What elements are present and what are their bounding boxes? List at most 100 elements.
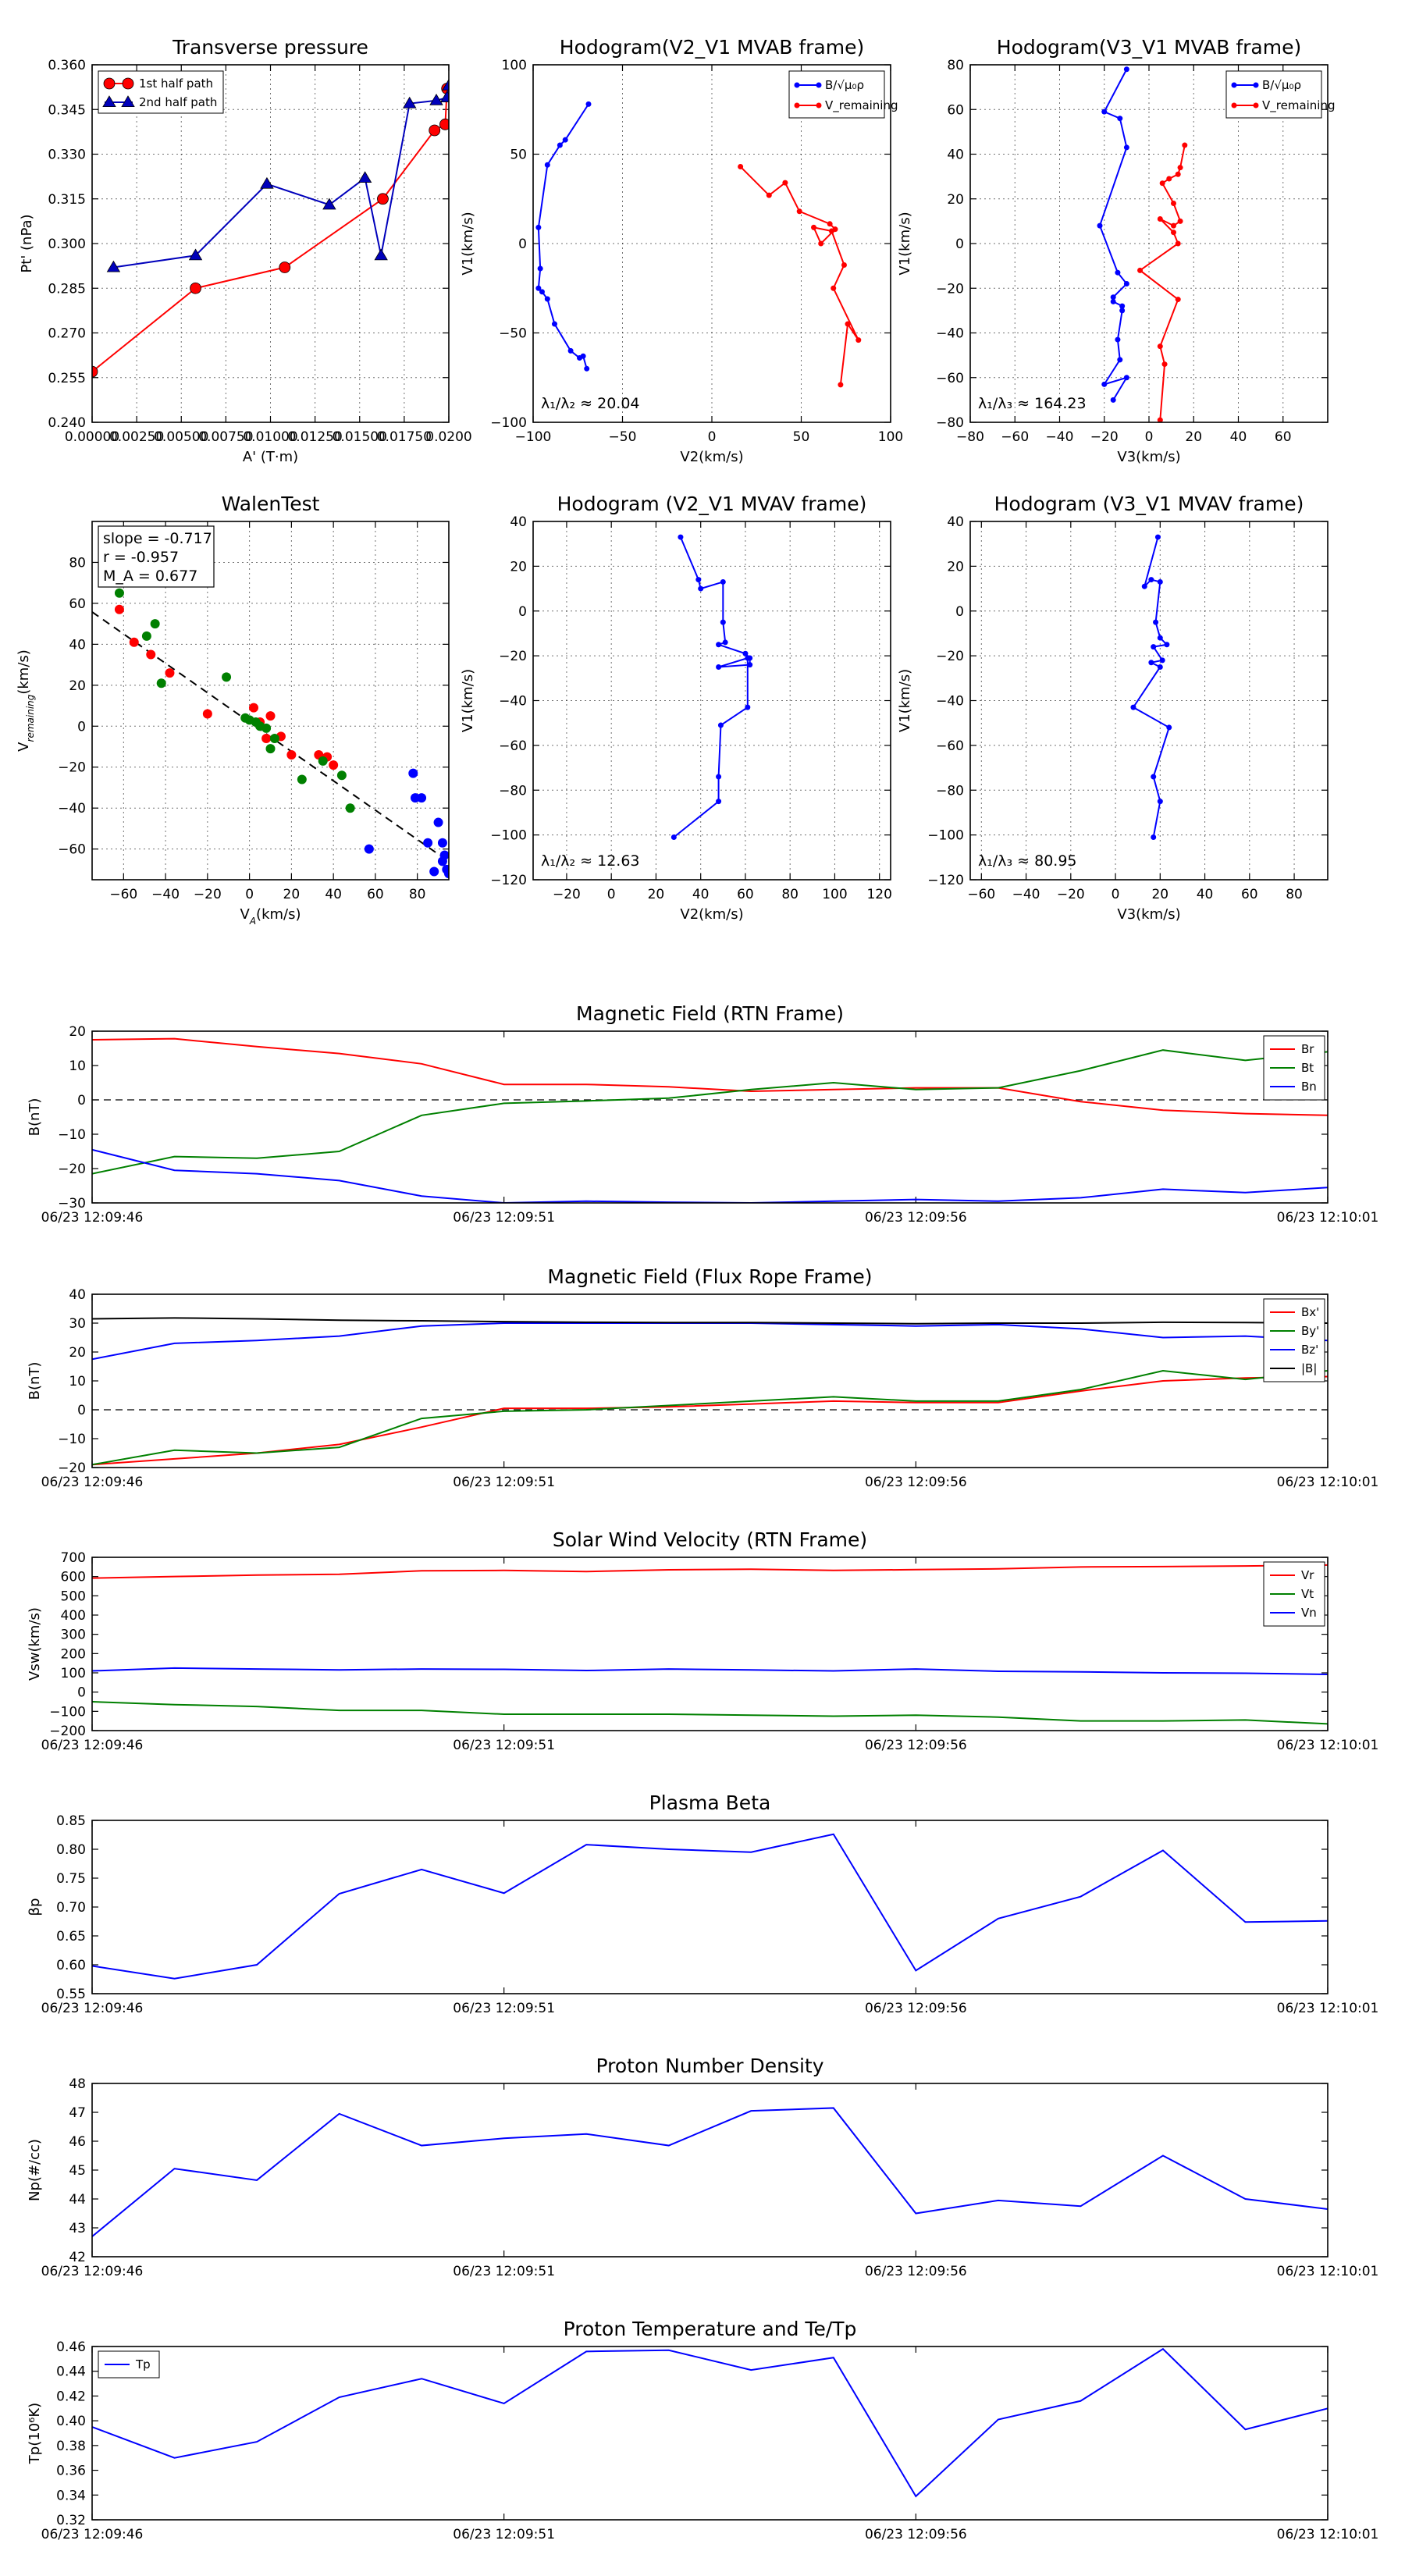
- chart-title: Magnetic Field (Flux Rope Frame): [547, 1265, 872, 1288]
- y-tick-label: 500: [61, 1589, 86, 1604]
- data-point: [429, 866, 439, 877]
- x-tick-label: 20: [1185, 429, 1202, 445]
- y-tick-label: 48: [69, 2076, 86, 2092]
- x-tick-label: 40: [692, 887, 710, 902]
- data-point: [345, 803, 355, 813]
- y-tick-label: 40: [510, 514, 527, 530]
- y-tick-label: 0.330: [48, 148, 86, 163]
- data-point: [766, 192, 772, 198]
- data-point: [827, 221, 833, 227]
- data-point: [1115, 336, 1121, 343]
- legend-marker: [794, 82, 800, 88]
- legend-marker: [1231, 102, 1237, 109]
- x-tick-label: 80: [781, 887, 799, 902]
- y-tick-label: 42: [69, 2250, 86, 2265]
- x-tick-label: 06/23 12:09:51: [453, 2001, 555, 2016]
- y-tick-label: 0.36: [56, 2464, 86, 2479]
- series-b-: [535, 101, 592, 372]
- chart-title: Plasma Beta: [649, 1791, 771, 1814]
- legend-label: Bz': [1301, 1343, 1318, 1357]
- data-point: [1097, 222, 1103, 229]
- x-tick-label: 06/23 12:10:01: [1277, 1210, 1379, 1226]
- data-point: [322, 197, 336, 210]
- x-tick-label: −40: [1012, 887, 1040, 902]
- y-tick-label: 20: [69, 1345, 86, 1361]
- data-point: [357, 171, 372, 183]
- y-axis-label: B(nT): [27, 1362, 43, 1400]
- data-point: [437, 838, 447, 848]
- eigenvalue-ratio: λ₁/λ₂ ≈ 12.63: [541, 852, 640, 870]
- x-tick-label: 20: [283, 887, 301, 902]
- data-point: [1157, 799, 1163, 805]
- data-point: [297, 774, 307, 785]
- x-tick-label: −100: [515, 429, 552, 445]
- x-tick-label: 06/23 12:09:46: [41, 1210, 144, 1226]
- series-line: [537, 103, 589, 369]
- data-point: [1153, 619, 1159, 625]
- data-point: [1141, 583, 1147, 589]
- x-tick-label: 06/23 12:09:51: [453, 1210, 555, 1226]
- data-point: [539, 289, 545, 295]
- plot-frame: [91, 1820, 1329, 1994]
- data-point: [1119, 303, 1126, 309]
- x-axis-label: V2(km/s): [680, 449, 743, 465]
- x-tick-label: 06/23 12:09:51: [453, 2527, 555, 2542]
- data-point: [437, 856, 447, 866]
- series-line: [92, 1370, 1328, 1466]
- y-tick-label: 0.70: [56, 1900, 86, 1916]
- x-tick-label: 100: [878, 429, 903, 445]
- transverse-pressure-chart: Transverse pressure 0.000000.002500.00500…: [19, 36, 472, 465]
- y-tick-label: −50: [499, 326, 527, 342]
- data-point: [745, 704, 751, 710]
- hodogram-v3-mvab-chart: Hodogram(V3_V1 MVAB frame) −80 −60 −40 −20 0 2…: [897, 36, 1336, 465]
- magnetic-field-rtn-chart: Magnetic Field (RTN Frame) 06/23 12:09:46…: [27, 1002, 1378, 1226]
- legend-marker: [794, 102, 800, 109]
- data-point: [567, 347, 574, 354]
- eigenvalue-ratio: λ₁/λ₂ ≈ 20.04: [541, 395, 640, 412]
- x-tick-label: −60: [1001, 429, 1029, 445]
- y-axis-label: B(nT): [27, 1098, 43, 1137]
- x-tick-label: 06/23 12:09:56: [865, 2264, 967, 2279]
- chart-title: Proton Number Density: [596, 2055, 824, 2077]
- y-tick-label: 20: [510, 559, 527, 575]
- y-tick-label: −100: [490, 415, 527, 431]
- y-tick-label: 60: [69, 596, 86, 612]
- series-vr: [92, 1564, 1328, 1579]
- y-tick-label: 40: [69, 1287, 86, 1303]
- chart-title: Hodogram(V2_V1 MVAB frame): [560, 36, 864, 59]
- data-point: [722, 639, 728, 646]
- x-tick-label: 0: [708, 429, 717, 445]
- plot-frame: [969, 521, 1329, 881]
- series-line: [113, 85, 449, 269]
- x-tick-label: 40: [325, 887, 342, 902]
- data-point: [1175, 171, 1181, 177]
- data-point: [544, 296, 550, 302]
- y-tick-label: −100: [490, 828, 527, 844]
- data-point: [695, 577, 702, 583]
- y-tick-label: 46: [69, 2134, 86, 2150]
- x-axis-label: A' (T·m): [243, 449, 298, 465]
- data-point: [106, 260, 121, 272]
- x-tick-label: 06/23 12:09:46: [41, 2001, 144, 2016]
- y-tick-label: −40: [936, 694, 964, 710]
- plasma-beta-chart: Plasma Beta 06/23 12:09:46 06/23 12:09:51 0…: [27, 1791, 1378, 2016]
- x-tick-label: 0.01000: [243, 429, 297, 445]
- x-tick-label: 06/23 12:09:56: [865, 1738, 967, 1753]
- data-point: [1159, 180, 1165, 187]
- data-point: [796, 208, 802, 215]
- data-point: [279, 262, 291, 273]
- data-point: [1177, 165, 1183, 171]
- x-tick-label: 06/23 12:10:01: [1277, 2001, 1379, 2016]
- y-tick-label: −60: [58, 842, 86, 858]
- data-point: [580, 353, 586, 359]
- data-point: [403, 96, 417, 109]
- series-np: [92, 2107, 1328, 2237]
- x-tick-label: 06/23 12:09:46: [41, 2264, 144, 2279]
- y-tick-label: −120: [927, 873, 964, 888]
- y-tick-label: 45: [69, 2163, 86, 2179]
- series-line: [92, 2107, 1328, 2237]
- plot-frame: [91, 1030, 1329, 1204]
- chart-title: Solar Wind Velocity (RTN Frame): [553, 1528, 867, 1551]
- x-tick-label: 40: [1197, 887, 1214, 902]
- y-tick-label: −120: [490, 873, 527, 888]
